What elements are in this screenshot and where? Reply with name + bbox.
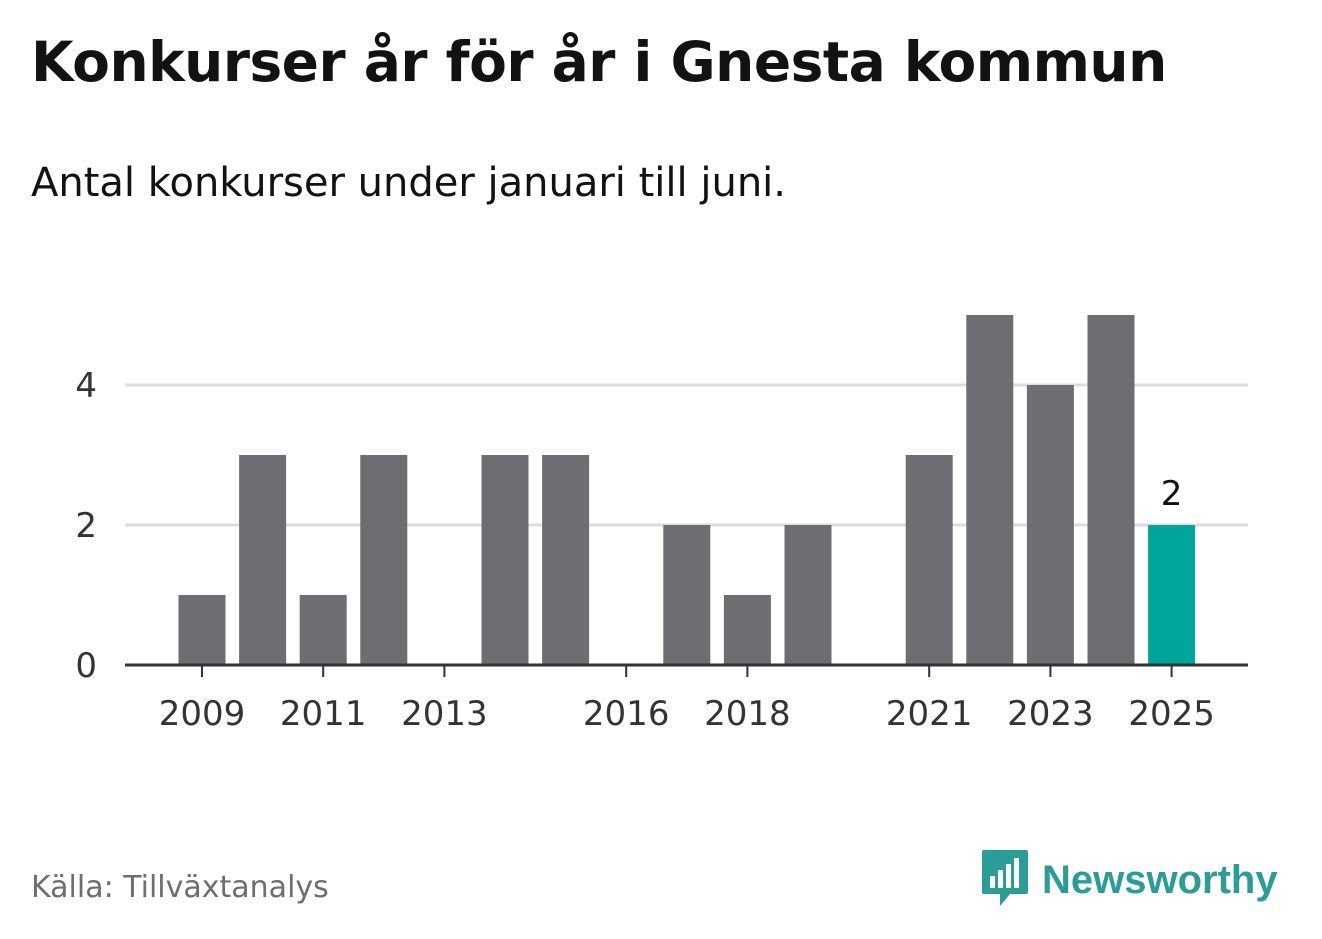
brand-name: Newsworthy xyxy=(1042,857,1278,902)
y-tick-label: 0 xyxy=(75,646,97,686)
bar-2011 xyxy=(299,595,347,665)
bar-2018 xyxy=(723,595,771,665)
x-tick-label: 2016 xyxy=(583,694,670,734)
bar-2014 xyxy=(481,455,529,665)
x-tick-label: 2013 xyxy=(401,694,488,734)
chart-title: Konkurser år för år i Gnesta kommun xyxy=(31,30,1167,94)
data-label-2025: 2 xyxy=(1161,474,1183,514)
bar-2012 xyxy=(360,455,408,665)
bar-2009 xyxy=(178,595,226,665)
axis-labels: 0 2 4 2 2009 2011 2013 2016 2018 2021 2023 2025 xyxy=(75,366,1215,734)
x-tick-label: 2023 xyxy=(1007,694,1094,734)
x-tick-label: 2011 xyxy=(280,694,367,734)
grid-lines xyxy=(125,383,1248,527)
bar-2023 xyxy=(1026,385,1074,665)
bar-2019 xyxy=(784,525,832,665)
bar-2024 xyxy=(1087,315,1135,665)
bar-2015 xyxy=(542,455,590,665)
bar-2021 xyxy=(905,455,953,665)
brand-logo[interactable]: Newsworthy xyxy=(980,850,1278,910)
newsworthy-logo-icon xyxy=(980,848,1030,912)
y-tick-label: 4 xyxy=(75,366,97,406)
source-note: Källa: Tillväxtanalys xyxy=(31,870,329,905)
x-tick-label: 2009 xyxy=(159,694,246,734)
x-tick-label: 2018 xyxy=(704,694,791,734)
bars xyxy=(178,315,1196,665)
x-tick-label: 2021 xyxy=(886,694,973,734)
y-tick-label: 2 xyxy=(75,506,97,546)
x-axis xyxy=(125,663,1248,677)
x-tick-label: 2025 xyxy=(1128,694,1215,734)
bar-2025 xyxy=(1148,525,1196,665)
bar-2010 xyxy=(239,455,287,665)
bar-2022 xyxy=(966,315,1014,665)
chart-subtitle: Antal konkurser under januari till juni. xyxy=(31,160,786,206)
bar-2017 xyxy=(663,525,711,665)
